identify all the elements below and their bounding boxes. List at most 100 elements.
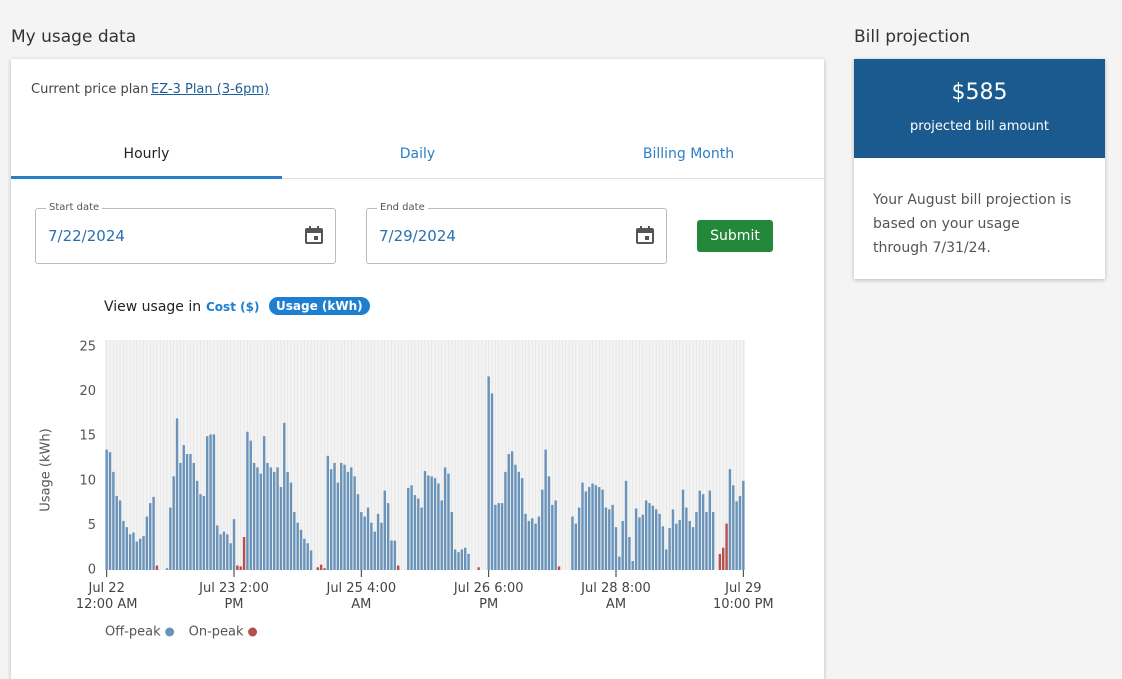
- bar: [407, 487, 410, 570]
- bar: [122, 520, 125, 570]
- bar: [604, 507, 608, 570]
- bar: [507, 454, 510, 570]
- bar: [541, 489, 544, 570]
- bar: [554, 500, 557, 570]
- bar: [695, 512, 698, 570]
- bar: [293, 512, 296, 570]
- bar: [259, 473, 263, 570]
- bar: [631, 561, 634, 570]
- bar: [229, 543, 232, 570]
- bar: [303, 538, 306, 570]
- bar: [504, 471, 507, 570]
- bar: [725, 523, 728, 570]
- legend-label: Off-peak: [105, 625, 161, 640]
- bar: [534, 523, 537, 570]
- bar: [708, 490, 712, 570]
- bar: [634, 508, 638, 570]
- x-tick-label: Jul 28 8:00 AM: [581, 581, 651, 612]
- bar: [658, 513, 661, 570]
- bar: [517, 471, 521, 570]
- view-label: View usage in: [104, 299, 202, 315]
- bar: [356, 494, 360, 570]
- bar: [691, 527, 695, 570]
- x-tick-label: Jul 22 12:00 AM: [75, 581, 138, 612]
- bar: [698, 490, 701, 570]
- bar: [665, 549, 668, 570]
- bar: [581, 482, 584, 570]
- bar: [457, 552, 460, 570]
- bar: [262, 436, 266, 570]
- field-value: 7/22/2024: [48, 227, 125, 245]
- bar: [366, 507, 370, 570]
- bar: [420, 507, 423, 570]
- bar: [450, 512, 454, 570]
- bar: [722, 547, 725, 570]
- toggle-option-active[interactable]: Usage (kWh): [269, 297, 370, 315]
- bar: [386, 503, 390, 570]
- toggle-option[interactable]: Cost ($): [206, 300, 260, 314]
- bar: [316, 567, 319, 570]
- calendar-icon[interactable]: [635, 225, 655, 245]
- bar: [738, 495, 742, 570]
- bar: [460, 549, 464, 570]
- bar: [437, 483, 440, 570]
- page: My usage data Current price plan EZ-3 Pl…: [11, 27, 1105, 679]
- bar: [668, 528, 671, 570]
- bar: [440, 500, 443, 570]
- bar: [155, 565, 159, 570]
- bar: [594, 485, 598, 570]
- y-tick-label: 10: [79, 473, 96, 488]
- bar: [319, 564, 323, 570]
- tab[interactable]: Hourly: [123, 146, 170, 162]
- bar: [212, 434, 216, 570]
- bar: [688, 520, 691, 570]
- bar: [591, 483, 594, 570]
- bar: [209, 434, 212, 570]
- bar: [219, 534, 222, 570]
- bar: [286, 471, 289, 570]
- bar: [574, 523, 577, 570]
- bar: [711, 512, 715, 570]
- x-tick-label: Jul 25 4:00 AM: [326, 581, 397, 612]
- y-tick-label: 20: [79, 384, 96, 399]
- bar: [598, 487, 601, 570]
- bar: [195, 480, 199, 570]
- bar: [608, 509, 611, 570]
- tab[interactable]: Billing Month: [642, 146, 735, 162]
- bar: [430, 476, 433, 570]
- bar: [118, 500, 122, 570]
- bar: [205, 436, 209, 570]
- bar: [279, 487, 283, 570]
- end-date-field[interactable]: [366, 208, 667, 264]
- bar: [373, 531, 376, 570]
- bar: [443, 467, 447, 570]
- bar: [547, 476, 551, 570]
- bar: [266, 462, 269, 570]
- bar: [577, 507, 581, 570]
- bar: [216, 525, 219, 570]
- bar: [671, 509, 675, 570]
- bar: [252, 462, 256, 570]
- start-date-field[interactable]: [35, 208, 336, 264]
- bar: [276, 467, 279, 570]
- tab[interactable]: Daily: [399, 146, 436, 162]
- bar: [189, 454, 192, 570]
- bill-amount-label: projected bill amount: [910, 119, 1049, 134]
- calendar-icon[interactable]: [304, 225, 324, 245]
- bar: [329, 469, 333, 570]
- field-label: Start date: [46, 202, 103, 213]
- bar: [242, 536, 246, 570]
- y-tick-label: 5: [88, 518, 96, 533]
- bill-amount: $585: [951, 80, 1008, 105]
- section-title: My usage data: [11, 27, 137, 47]
- x-tick-label: Jul 26 6:00 PM: [453, 581, 524, 612]
- bar: [497, 503, 500, 570]
- submit-button[interactable]: Submit: [697, 220, 773, 252]
- bar: [142, 536, 145, 570]
- bar: [423, 470, 427, 570]
- bar: [514, 464, 517, 570]
- price-plan-link[interactable]: EZ-3 Plan (3-6pm): [151, 82, 270, 97]
- bar: [732, 485, 735, 570]
- bar: [108, 452, 112, 570]
- bar: [638, 517, 641, 570]
